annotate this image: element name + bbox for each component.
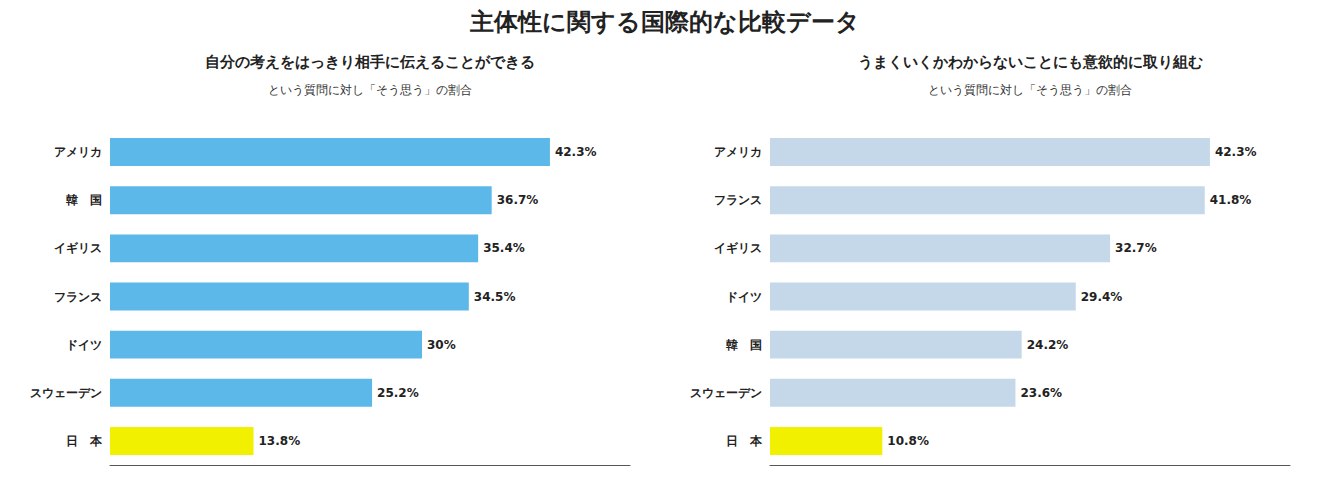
svg-text:という質問に対し「そう思う」の割合: という質問に対し「そう思う」の割合 [268,83,472,97]
svg-text:スウェーデン: スウェーデン [30,386,102,400]
svg-text:10.8%: 10.8% [887,434,929,448]
svg-text:13.8%: 13.8% [259,434,301,448]
svg-text:ドイツ: ドイツ [66,338,102,352]
svg-text:イギリス: イギリス [54,241,102,255]
svg-text:41.8%: 41.8% [1210,193,1252,207]
svg-text:韓 国: 韓 国 [726,338,762,352]
svg-text:アメリカ: アメリカ [714,145,762,159]
svg-text:36.7%: 36.7% [497,193,539,207]
svg-text:韓 国: 韓 国 [66,193,102,207]
svg-text:フランス: フランス [54,290,102,304]
svg-text:30%: 30% [427,338,456,352]
svg-text:24.2%: 24.2% [1027,338,1069,352]
svg-text:32.7%: 32.7% [1115,241,1157,255]
svg-text:うまくいくかわからないことにも意欲的に取り組む: うまくいくかわからないことにも意欲的に取り組む [858,53,1203,71]
svg-text:イギリス: イギリス [714,241,762,255]
svg-text:という質問に対し「そう思う」の割合: という質問に対し「そう思う」の割合 [928,83,1132,97]
svg-text:アメリカ: アメリカ [54,145,102,159]
svg-text:25.2%: 25.2% [377,386,419,400]
svg-text:ドイツ: ドイツ [726,290,762,304]
svg-text:自分の考えをはっきり相手に伝えることができる: 自分の考えをはっきり相手に伝えることができる [205,53,535,71]
svg-text:29.4%: 29.4% [1081,290,1123,304]
svg-text:スウェーデン: スウェーデン [690,386,762,400]
svg-text:42.3%: 42.3% [1215,145,1257,159]
svg-text:35.4%: 35.4% [483,241,525,255]
svg-text:42.3%: 42.3% [555,145,597,159]
svg-text:34.5%: 34.5% [474,290,516,304]
svg-text:日 本: 日 本 [726,434,763,448]
svg-text:日 本: 日 本 [66,434,103,448]
svg-text:23.6%: 23.6% [1020,386,1062,400]
svg-text:主体性に関する国際的な比較データ: 主体性に関する国際的な比較データ [469,8,860,36]
svg-text:フランス: フランス [714,193,762,207]
